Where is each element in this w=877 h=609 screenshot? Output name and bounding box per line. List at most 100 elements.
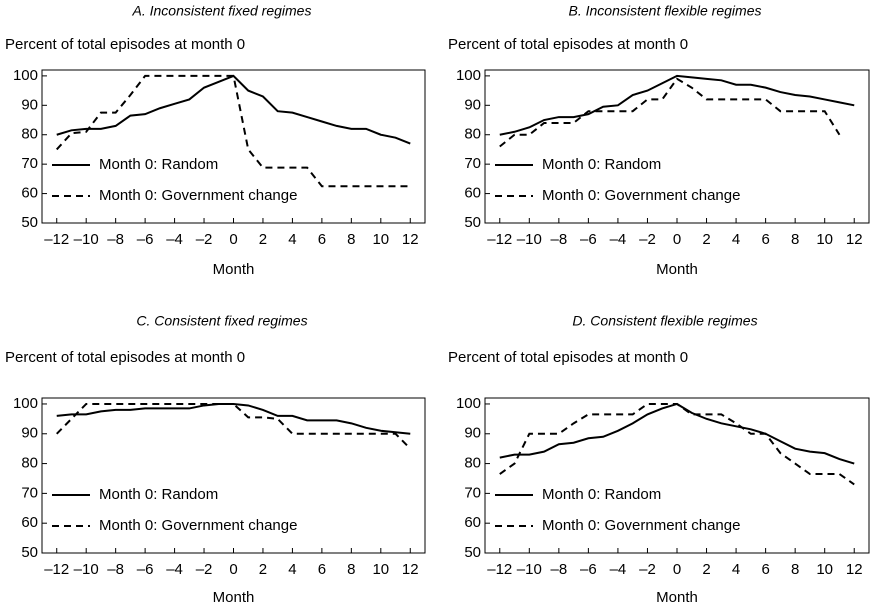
y-tick-label: 60 (464, 514, 481, 531)
y-tick-label: 70 (464, 155, 481, 172)
x-tick-label: –10 (517, 561, 542, 578)
x-tick-label: –4 (166, 231, 183, 248)
legend-label: Month 0: Random (99, 156, 218, 173)
x-tick-label: 0 (673, 561, 681, 578)
x-tick-label: –12 (487, 231, 512, 248)
series-line (56, 74, 411, 145)
x-tick-label: 12 (846, 231, 863, 248)
legend-label: Month 0: Random (542, 156, 661, 173)
x-tick-label: –8 (107, 231, 124, 248)
y-tick-label: 90 (21, 425, 38, 442)
legend-label: Month 0: Random (99, 486, 218, 503)
x-tick-label: 4 (732, 561, 740, 578)
series-line (499, 402, 855, 486)
y-tick-label: 90 (464, 425, 481, 442)
x-tick-label: 8 (791, 231, 799, 248)
x-tick-label: –4 (166, 561, 183, 578)
x-tick-label: –8 (551, 561, 568, 578)
series-line (56, 402, 411, 435)
y-tick-label: 50 (21, 214, 38, 231)
y-tick-label: 100 (456, 67, 481, 84)
y-tick-label: 70 (21, 155, 38, 172)
x-tick-label: 12 (402, 561, 419, 578)
y-axis-label: Percent of total episodes at month 0 (448, 349, 688, 366)
y-tick-label: 100 (456, 395, 481, 412)
x-axis-label: Month (656, 589, 698, 606)
y-tick-label: 70 (464, 484, 481, 501)
y-tick-label: 70 (21, 484, 38, 501)
x-tick-label: –6 (137, 561, 154, 578)
x-tick-label: 8 (347, 231, 355, 248)
y-tick-label: 80 (21, 455, 38, 472)
x-tick-label: –6 (580, 561, 597, 578)
x-tick-label: 2 (259, 231, 267, 248)
y-tick-label: 100 (13, 67, 38, 84)
legend-label: Month 0: Government change (99, 187, 297, 204)
y-tick-label: 50 (464, 544, 481, 561)
y-axis-label: Percent of total episodes at month 0 (5, 36, 245, 53)
y-tick-label: 80 (464, 455, 481, 472)
legend-label: Month 0: Random (542, 486, 661, 503)
y-tick-label: 90 (464, 96, 481, 113)
y-tick-label: 50 (464, 214, 481, 231)
x-tick-label: 6 (318, 231, 326, 248)
series-line (499, 77, 841, 148)
x-tick-label: 12 (402, 231, 419, 248)
x-tick-label: 10 (816, 231, 833, 248)
x-tick-label: 4 (732, 231, 740, 248)
legend-label: Month 0: Government change (99, 517, 297, 534)
x-tick-label: –4 (610, 231, 627, 248)
x-tick-label: –8 (107, 561, 124, 578)
x-tick-label: 4 (288, 231, 296, 248)
x-tick-label: –2 (639, 231, 656, 248)
x-tick-label: 0 (229, 561, 237, 578)
series-line (56, 402, 411, 450)
x-axis-label: Month (213, 261, 255, 278)
y-tick-label: 60 (21, 514, 38, 531)
x-tick-label: 10 (372, 231, 389, 248)
x-tick-label: –2 (639, 561, 656, 578)
x-tick-label: 8 (347, 561, 355, 578)
x-tick-label: 2 (259, 561, 267, 578)
x-tick-label: –12 (44, 231, 69, 248)
x-tick-label: 2 (702, 561, 710, 578)
x-tick-label: 12 (846, 561, 863, 578)
x-tick-label: 4 (288, 561, 296, 578)
x-axis-label: Month (656, 261, 698, 278)
y-tick-label: 100 (13, 395, 38, 412)
series-line (499, 74, 855, 136)
x-tick-label: 0 (673, 231, 681, 248)
x-tick-label: –10 (74, 561, 99, 578)
x-tick-label: –10 (517, 231, 542, 248)
x-tick-label: –2 (196, 231, 213, 248)
y-axis-label: Percent of total episodes at month 0 (5, 349, 245, 366)
panel-title: A. Inconsistent fixed regimes (132, 3, 312, 19)
y-tick-label: 80 (464, 126, 481, 143)
x-tick-label: –6 (137, 231, 154, 248)
x-tick-label: 10 (372, 561, 389, 578)
x-tick-label: 0 (229, 231, 237, 248)
x-tick-label: 2 (702, 231, 710, 248)
y-tick-label: 80 (21, 126, 38, 143)
x-tick-label: –12 (44, 561, 69, 578)
y-tick-label: 50 (21, 544, 38, 561)
x-tick-label: 6 (761, 561, 769, 578)
x-tick-label: –10 (74, 231, 99, 248)
legend-label: Month 0: Government change (542, 187, 740, 204)
y-axis-label: Percent of total episodes at month 0 (448, 36, 688, 53)
x-tick-label: 10 (816, 561, 833, 578)
x-tick-label: 6 (761, 231, 769, 248)
panel-title: B. Inconsistent flexible regimes (569, 3, 762, 19)
x-tick-label: –6 (580, 231, 597, 248)
series-line (55, 74, 411, 188)
y-tick-label: 60 (21, 185, 38, 202)
panel-title: D. Consistent flexible regimes (572, 313, 757, 329)
x-tick-label: –4 (610, 561, 627, 578)
y-tick-label: 60 (464, 185, 481, 202)
x-tick-label: 8 (791, 561, 799, 578)
x-tick-label: –12 (487, 561, 512, 578)
x-axis-label: Month (213, 589, 255, 606)
panel-title: C. Consistent fixed regimes (136, 313, 307, 329)
x-tick-label: 6 (318, 561, 326, 578)
